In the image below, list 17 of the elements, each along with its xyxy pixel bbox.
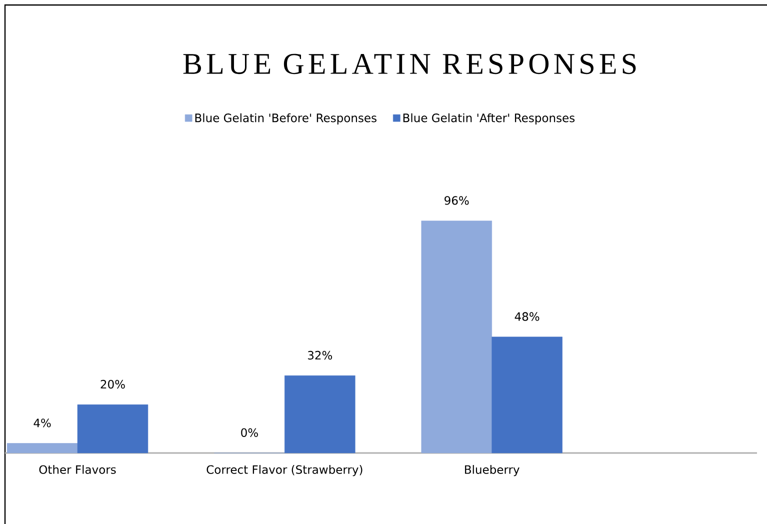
bar: [284, 375, 356, 454]
bar: [492, 336, 562, 454]
bar: [77, 404, 148, 454]
data-label: 20%: [100, 380, 125, 389]
bar: [421, 220, 492, 454]
bar: [6, 443, 78, 454]
data-label: 32%: [308, 350, 332, 360]
legend-label: Blue Gelatin 'After' Responses: [403, 113, 575, 124]
x-tick-label: Other Flavors: [39, 465, 116, 474]
data-label: 0%: [241, 428, 258, 437]
data-label: 48%: [514, 312, 540, 321]
x-tick-label: Blueberry: [465, 465, 520, 476]
data-label: 96%: [444, 196, 469, 205]
legend-label: Blue Gelatin 'Before' Responses: [195, 113, 376, 124]
x-tick-label: Correct Flavor (Strawberry): [206, 465, 362, 476]
data-label: 4%: [34, 418, 51, 428]
chart-title: BLUE GELATIN RESPONSES: [183, 54, 636, 74]
